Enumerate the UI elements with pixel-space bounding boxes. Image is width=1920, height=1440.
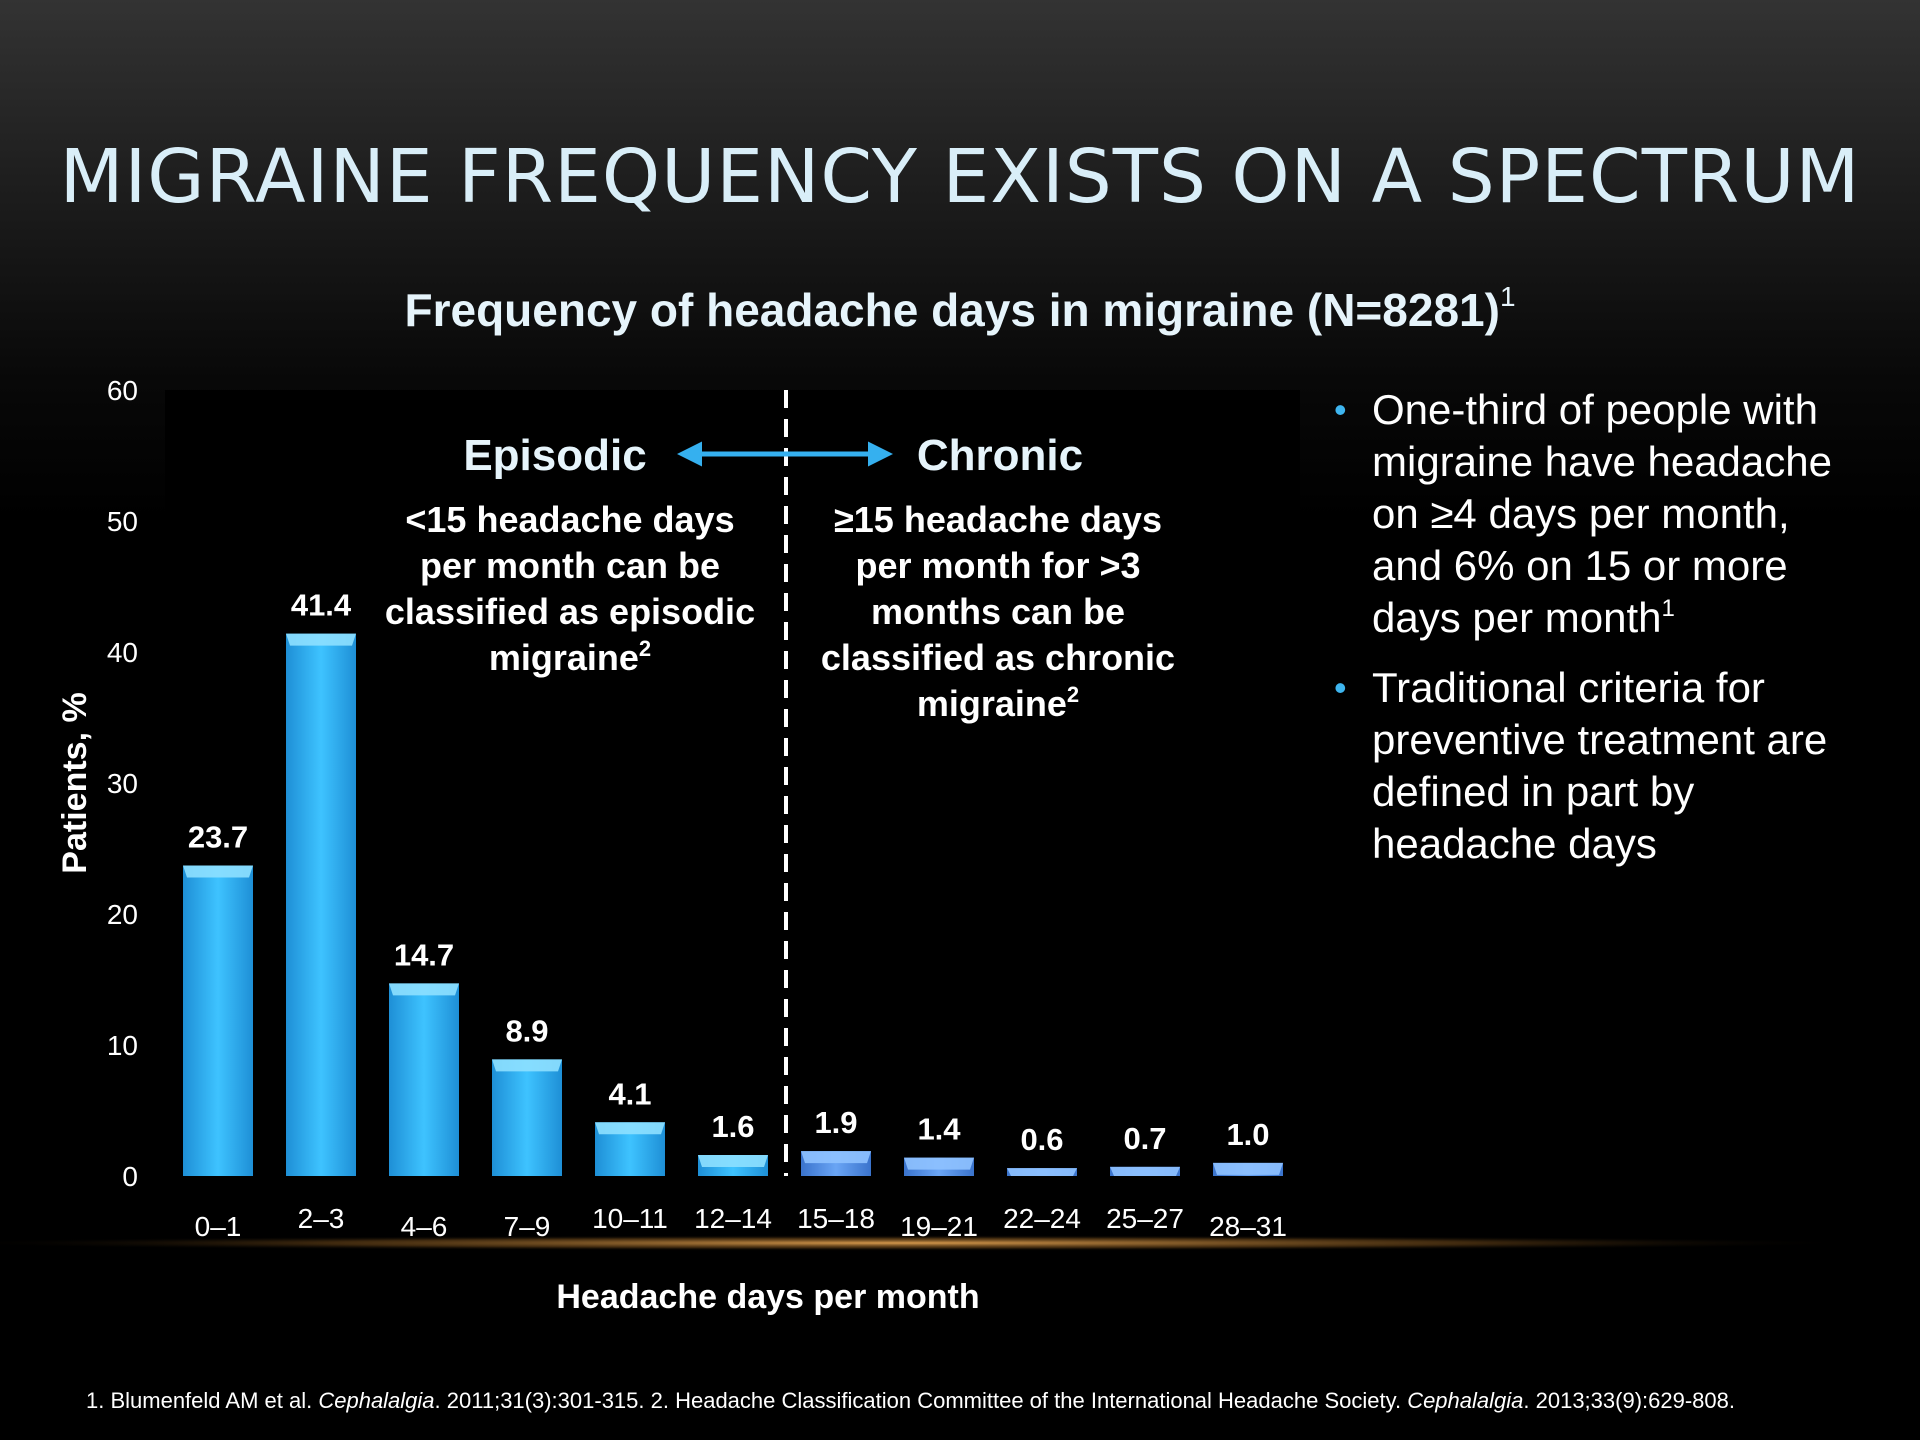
footnote-ref2-suffix: . 2013;33(9):629-808. xyxy=(1523,1388,1735,1413)
bullet-list: • One-third of people with migraine have h… xyxy=(1334,384,1894,888)
x-tick-label: 2–3 xyxy=(298,1203,345,1234)
bullet-line: Traditional criteria for xyxy=(1372,664,1765,711)
bar-value-label: 1.0 xyxy=(1226,1117,1269,1152)
chart-title-superscript: 1 xyxy=(1499,281,1516,312)
bar-cap xyxy=(286,633,356,646)
bar-cap xyxy=(1213,1162,1283,1175)
bar-cap xyxy=(595,1122,665,1135)
bar-cap xyxy=(1110,1166,1180,1176)
bar-2–3 xyxy=(286,633,356,1176)
episodic-description-line: migraine2 xyxy=(489,636,651,678)
footnote-ref2-journal: Cephalalgia xyxy=(1407,1388,1524,1413)
x-tick-label: 4–6 xyxy=(401,1211,448,1242)
bar-4–6 xyxy=(389,983,459,1176)
x-tick-label: 10–11 xyxy=(592,1203,668,1234)
bar-cap xyxy=(698,1155,768,1168)
value-labels: 23.7 41.4 14.7 8.9 4.1 1.6 1.9 1.4 0.6 0.7 1.0 xyxy=(188,588,1270,1157)
bullet-line: migraine have headache xyxy=(1372,438,1832,485)
chronic-description-line: per month for >3 xyxy=(855,545,1140,586)
slide-title: MIGRAINE FREQUENCY EXISTS ON A SPECTRUM xyxy=(59,134,1861,220)
floor-glow xyxy=(0,1235,1860,1251)
bar-value-label: 23.7 xyxy=(188,820,248,855)
footnote-ref1-journal: Cephalalgia xyxy=(318,1388,435,1413)
bar-cap xyxy=(904,1157,974,1170)
x-tick-label: 0–1 xyxy=(195,1211,242,1242)
bullet-line: on ≥4 days per month, xyxy=(1372,490,1790,537)
chronic-description: ≥15 headache days per month for >3 months … xyxy=(821,499,1175,724)
chronic-description-line: months can be xyxy=(871,591,1125,632)
chart-title: Frequency of headache days in migraine (… xyxy=(0,283,1920,337)
episodic-description-line: per month can be xyxy=(420,545,720,586)
bullet-line: defined in part by xyxy=(1372,768,1695,815)
bar-cap xyxy=(492,1059,562,1072)
bar-value-label: 14.7 xyxy=(394,937,454,972)
x-tick-label: 25–27 xyxy=(1106,1203,1184,1234)
bar-value-label: 4.1 xyxy=(608,1076,651,1111)
y-tick-label: 50 xyxy=(107,506,138,537)
x-tick-label: 7–9 xyxy=(504,1211,551,1242)
x-tick-label: 28–31 xyxy=(1209,1211,1287,1242)
bar-value-label: 8.9 xyxy=(505,1013,548,1048)
footnote-ref1-suffix: . 2011;31(3):301-315. 2. Headache Classi… xyxy=(434,1388,1408,1413)
chronic-description-line: ≥15 headache days xyxy=(834,499,1162,540)
episodic-description-superscript: 2 xyxy=(639,636,651,661)
bar-value-label: 0.7 xyxy=(1123,1121,1166,1156)
x-axis-ticks: 0–1 2–3 4–6 7–9 10–11 12–14 15–18 19–21 22–24 25–… xyxy=(195,1203,1287,1242)
bullet-superscript: 1 xyxy=(1661,595,1675,622)
bullet-line: preventive treatment are xyxy=(1372,716,1828,763)
bar-value-label: 0.6 xyxy=(1020,1122,1063,1157)
bullet-line: headache days xyxy=(1372,820,1657,867)
bar-cap xyxy=(389,983,459,996)
x-tick-label: 12–14 xyxy=(694,1203,772,1234)
x-tick-label: 15–18 xyxy=(797,1203,875,1234)
bullet-line: days per month xyxy=(1372,594,1662,641)
chronic-description-superscript: 2 xyxy=(1067,682,1079,707)
y-tick-label: 40 xyxy=(107,637,138,668)
chronic-label: Chronic xyxy=(917,431,1083,480)
episodic-label: Episodic xyxy=(463,431,646,480)
bars xyxy=(183,633,1283,1176)
bullet-line: One-third of people with xyxy=(1372,386,1818,433)
episodic-description-line: classified as episodic xyxy=(385,591,755,632)
y-tick-label: 20 xyxy=(107,899,138,930)
bullet-line: and 6% on 15 or more xyxy=(1372,542,1788,589)
chart-title-text: Frequency of headache days in migraine (… xyxy=(404,284,1500,336)
chronic-description-line: classified as chronic xyxy=(821,637,1175,678)
bar-value-label: 1.4 xyxy=(917,1112,961,1147)
bar-value-label: 41.4 xyxy=(291,588,352,623)
x-axis-label: Headache days per month xyxy=(556,1278,979,1316)
bullet-dot-icon: • xyxy=(1334,667,1347,708)
bar-cap xyxy=(183,865,253,878)
y-tick-label: 0 xyxy=(122,1161,138,1192)
y-axis-label: Patients, % xyxy=(56,692,94,873)
bar-value-label: 1.9 xyxy=(814,1105,857,1140)
y-axis-ticks: 0 10 20 30 40 50 60 xyxy=(107,375,138,1192)
y-tick-label: 10 xyxy=(107,1030,138,1061)
bullet-item: • Traditional criteria for preventive trea… xyxy=(1334,662,1894,870)
bar-cap xyxy=(1007,1168,1077,1176)
bar-7–9 xyxy=(492,1059,562,1176)
episodic-description: <15 headache days per month can be classif… xyxy=(385,499,755,678)
bullet-dot-icon: • xyxy=(1334,389,1347,430)
footnote: 1. Blumenfeld AM et al. Cephalalgia. 201… xyxy=(86,1388,1886,1414)
x-tick-label: 22–24 xyxy=(1003,1203,1081,1234)
y-tick-label: 30 xyxy=(107,768,138,799)
bar-0–1 xyxy=(183,865,253,1176)
bar-cap xyxy=(801,1151,871,1164)
footnote-ref1-prefix: 1. Blumenfeld AM et al. xyxy=(86,1388,319,1413)
x-tick-label: 19–21 xyxy=(900,1211,978,1242)
bar-value-label: 1.6 xyxy=(711,1109,754,1144)
bullet-item: • One-third of people with migraine have h… xyxy=(1334,384,1894,644)
episodic-description-line: <15 headache days xyxy=(405,499,734,540)
y-tick-label: 60 xyxy=(107,375,138,406)
chronic-description-line: migraine2 xyxy=(917,682,1079,724)
